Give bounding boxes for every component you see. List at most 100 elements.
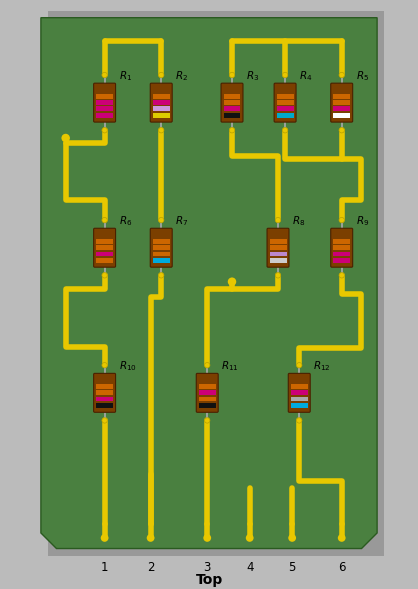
Circle shape [338, 534, 346, 542]
Bar [96, 239, 113, 244]
Bar [333, 258, 350, 263]
Bar [96, 88, 113, 92]
Bar [270, 233, 286, 237]
Text: $R_{5}$: $R_{5}$ [356, 69, 369, 83]
Text: 3: 3 [204, 561, 211, 574]
FancyBboxPatch shape [94, 83, 115, 122]
Bar [96, 396, 113, 402]
Bar [199, 378, 216, 383]
Bar [270, 258, 286, 263]
Bar [224, 94, 240, 99]
Bar [224, 88, 240, 92]
Bar [277, 88, 293, 92]
Polygon shape [48, 11, 384, 555]
Bar [291, 378, 308, 383]
FancyBboxPatch shape [150, 229, 172, 267]
Bar [333, 252, 350, 256]
Circle shape [102, 72, 107, 78]
Bar [333, 239, 350, 244]
Bar [153, 94, 170, 99]
Circle shape [102, 362, 107, 368]
Circle shape [275, 273, 281, 278]
Circle shape [204, 362, 210, 368]
Circle shape [339, 217, 344, 223]
Bar [153, 88, 170, 92]
FancyBboxPatch shape [267, 229, 289, 267]
Circle shape [339, 128, 344, 133]
Text: Top: Top [195, 573, 223, 587]
Bar [277, 107, 293, 111]
Circle shape [102, 217, 107, 223]
Circle shape [229, 128, 234, 133]
FancyBboxPatch shape [94, 373, 115, 412]
Circle shape [228, 277, 236, 286]
Circle shape [339, 273, 344, 278]
FancyBboxPatch shape [274, 83, 296, 122]
Bar [153, 100, 170, 105]
Bar [96, 252, 113, 256]
Text: $R_{12}$: $R_{12}$ [314, 359, 331, 373]
Circle shape [296, 418, 302, 423]
Bar [277, 112, 293, 118]
Bar [224, 107, 240, 111]
Circle shape [246, 534, 254, 542]
Bar [96, 378, 113, 383]
Bar [291, 403, 308, 408]
Bar [199, 384, 216, 389]
Text: 2: 2 [147, 561, 154, 574]
FancyBboxPatch shape [288, 373, 310, 412]
Bar [333, 107, 350, 111]
Circle shape [147, 534, 155, 542]
Bar [96, 258, 113, 263]
Bar [153, 258, 170, 263]
Bar [153, 112, 170, 118]
Bar [96, 100, 113, 105]
Text: $R_{6}$: $R_{6}$ [119, 214, 132, 228]
Text: $R_{7}$: $R_{7}$ [176, 214, 189, 228]
Bar [199, 391, 216, 395]
Bar [96, 112, 113, 118]
Text: $R_{9}$: $R_{9}$ [356, 214, 369, 228]
Bar [291, 384, 308, 389]
Circle shape [283, 72, 288, 78]
Circle shape [229, 72, 234, 78]
Bar [153, 252, 170, 256]
Circle shape [101, 534, 109, 542]
Bar [270, 252, 286, 256]
Bar [96, 384, 113, 389]
Circle shape [158, 217, 164, 223]
Bar [153, 239, 170, 244]
Bar [153, 246, 170, 250]
FancyBboxPatch shape [150, 83, 172, 122]
Text: $R_{1}$: $R_{1}$ [119, 69, 132, 83]
Text: 5: 5 [288, 561, 296, 574]
Text: 4: 4 [246, 561, 253, 574]
Circle shape [339, 72, 344, 78]
FancyBboxPatch shape [331, 229, 353, 267]
Bar [270, 246, 286, 250]
Text: $R_{10}$: $R_{10}$ [119, 359, 137, 373]
Circle shape [61, 134, 70, 143]
Bar [277, 94, 293, 99]
Bar [96, 233, 113, 237]
Circle shape [102, 128, 107, 133]
Bar [333, 88, 350, 92]
FancyBboxPatch shape [331, 83, 353, 122]
Circle shape [275, 217, 281, 223]
Bar [224, 100, 240, 105]
Bar [333, 112, 350, 118]
Text: $R_{8}$: $R_{8}$ [292, 214, 306, 228]
Text: $R_{2}$: $R_{2}$ [176, 69, 189, 83]
Circle shape [102, 418, 107, 423]
Text: $R_{4}$: $R_{4}$ [299, 69, 313, 83]
Bar [199, 403, 216, 408]
Bar [96, 107, 113, 111]
Bar [153, 233, 170, 237]
Bar [333, 246, 350, 250]
Circle shape [158, 273, 164, 278]
Circle shape [288, 534, 296, 542]
Bar [333, 94, 350, 99]
Bar [270, 239, 286, 244]
Bar [291, 391, 308, 395]
Text: 1: 1 [101, 561, 108, 574]
